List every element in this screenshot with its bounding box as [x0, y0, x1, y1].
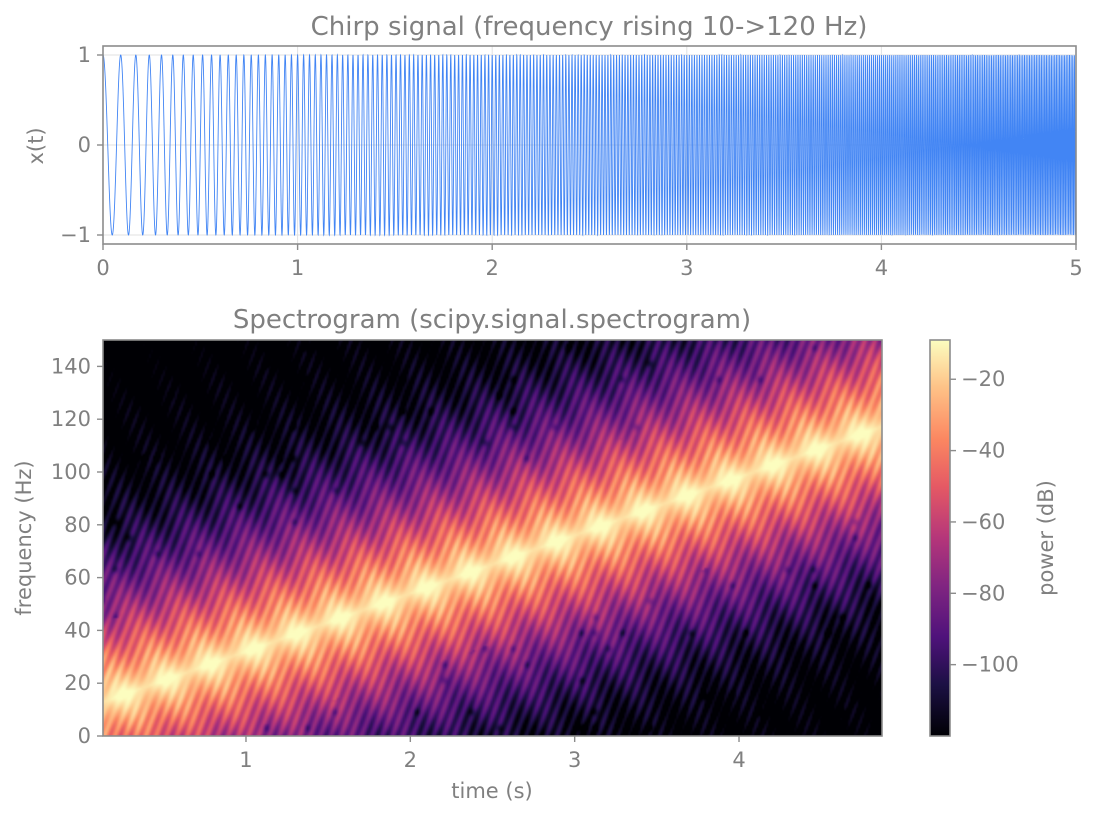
chirp-y-axis-label: x(t): [24, 127, 48, 164]
spectrogram-y-tick-label: 140: [51, 354, 91, 378]
spectrogram-y-tick-label: 20: [64, 671, 91, 695]
spectrogram-y-tick-label: 40: [64, 618, 91, 642]
spectrogram-x-axis: 1 2 3 4: [239, 736, 746, 772]
spectrogram-axes-frame: [102, 339, 883, 737]
spectrogram-y-tick-label: 0: [78, 724, 91, 748]
chirp-chart-title: Chirp signal (frequency rising 10->120 H…: [311, 12, 868, 42]
chirp-x-tick-label: 1: [291, 256, 304, 280]
spectrogram-y-axis-label: frequency (Hz): [12, 460, 36, 615]
chirp-x-tick-label: 2: [486, 256, 499, 280]
spectrogram-x-tick-label: 3: [568, 748, 581, 772]
chirp-x-tick-label: 0: [96, 256, 109, 280]
colorbar-tick-label: −20: [961, 367, 1005, 391]
colorbar: −20 −40 −60 −80 −100 power (dB): [929, 339, 1058, 737]
chirp-y-tick-label: 1: [78, 43, 91, 67]
chirp-x-tick-label: 5: [1069, 256, 1082, 280]
spectrogram-y-tick-label: 120: [51, 407, 91, 431]
chirp-chart: Chirp signal (frequency rising 10->120 H…: [24, 12, 1083, 280]
chirp-x-tick-label: 4: [875, 256, 888, 280]
colorbar-frame: [929, 339, 951, 737]
spectrogram-x-tick-label: 4: [732, 748, 745, 772]
spectrogram-x-tick-label: 1: [239, 748, 252, 772]
colorbar-tick-label: −40: [961, 439, 1005, 463]
chirp-y-axis: −1 0 1: [60, 43, 103, 247]
spectrogram-y-tick-label: 100: [51, 460, 91, 484]
spectrogram-title: Spectrogram (scipy.signal.spectrogram): [233, 305, 751, 335]
colorbar-gradient: [930, 340, 950, 736]
colorbar-label: power (dB): [1034, 480, 1058, 596]
chirp-signal-line: [103, 53, 1076, 237]
colorbar-tick-label: −100: [961, 653, 1019, 677]
colorbar-tick-label: −80: [961, 581, 1005, 605]
spectrogram-heatmap: [103, 340, 882, 736]
colorbar-tick-label: −60: [961, 510, 1005, 534]
spectrogram-x-tick-label: 2: [404, 748, 417, 772]
spectrogram-y-tick-label: 80: [64, 513, 91, 537]
spectrogram-x-axis-label: time (s): [451, 779, 532, 803]
spectrogram-y-tick-label: 60: [64, 566, 91, 590]
spectrogram-y-axis: 0 20 40 60 80 100 120 140: [51, 354, 103, 748]
chirp-x-axis: 0 1 2 3 4 5: [96, 244, 1083, 280]
colorbar-ticks: −20 −40 −60 −80 −100: [950, 367, 1019, 677]
chirp-x-tick-label: 3: [680, 256, 693, 280]
spectrogram-chart: Spectrogram (scipy.signal.spectrogram) 1…: [12, 305, 883, 803]
chirp-y-tick-label: −1: [60, 223, 91, 247]
chirp-y-tick-label: 0: [78, 133, 91, 157]
